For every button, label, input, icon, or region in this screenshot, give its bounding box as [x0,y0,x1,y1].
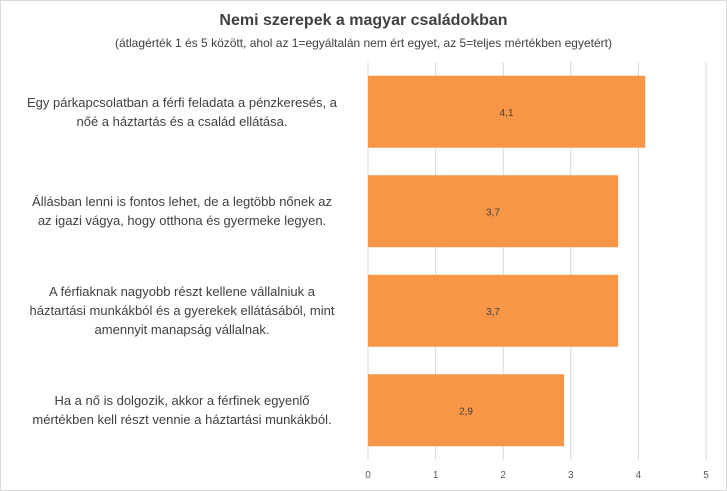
data-label: 4,1 [500,108,514,119]
chart-subtitle: (átlagérték 1 és 5 között, ahol az 1=egy… [115,36,612,50]
x-tick-label: 2 [500,470,506,481]
category-label-line: Ha a nő is dolgozik, akkor a férfinek eg… [54,393,310,409]
bar [368,274,619,347]
category-label: Állásban lenni is fontos lehet, de a leg… [6,192,358,230]
bar [368,175,619,248]
x-tick-label: 5 [703,470,709,481]
chart-title: Nemi szerepek a magyar családokban [219,12,508,29]
category-label-line: háztartási munkákból és a gyerekek ellát… [29,303,335,319]
category-label-line: amennyit manapság vállalnak. [94,322,270,338]
data-label: 2,9 [459,406,473,417]
category-label-line: mértékben kell részt vennie a háztartási… [32,412,332,428]
bar [368,374,565,447]
data-label: 3,7 [486,207,500,218]
category-label: Egy párkapcsolatban a férfi feladata a p… [6,93,358,131]
category-label: Ha a nő is dolgozik, akkor a férfinek eg… [6,391,358,429]
category-label: A férfiaknak nagyobb részt kellene válla… [6,282,358,339]
x-tick-label: 0 [365,470,371,481]
bar [368,75,646,148]
x-tick-label: 1 [433,470,439,481]
x-tick-label: 3 [568,470,574,481]
category-label-line: Egy párkapcsolatban a férfi feladata a p… [26,94,338,110]
data-label: 3,7 [486,307,500,318]
category-label-line: nőé a háztartás és a család ellátása. [76,113,288,129]
category-label-line: az igazi vágya, hogy otthona és gyermeke… [37,213,327,229]
category-label-line: A férfiaknak nagyobb részt kellene válla… [49,284,315,300]
x-tick-label: 4 [636,470,642,481]
category-label-line: Állásban lenni is fontos lehet, de a leg… [32,194,332,210]
